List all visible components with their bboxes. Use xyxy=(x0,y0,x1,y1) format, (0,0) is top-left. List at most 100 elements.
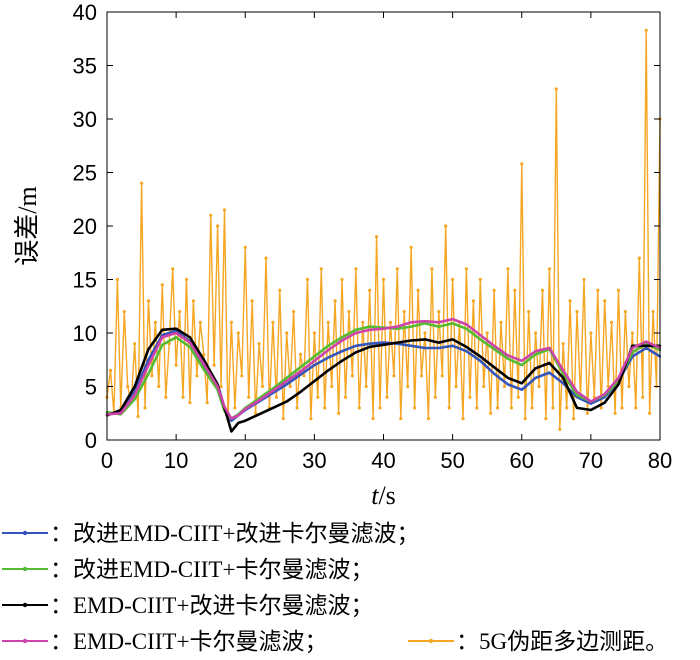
data-point xyxy=(281,417,285,421)
data-point xyxy=(119,412,123,415)
data-point xyxy=(589,408,593,412)
data-point xyxy=(419,374,424,378)
data-point xyxy=(299,370,302,373)
data-point xyxy=(299,373,302,376)
data-point xyxy=(222,208,227,212)
data-point xyxy=(451,322,454,325)
data-point xyxy=(465,327,468,330)
data-point xyxy=(492,344,496,347)
legend-marker xyxy=(22,530,28,536)
data-point xyxy=(641,395,645,399)
data-point xyxy=(506,376,510,380)
data-point xyxy=(278,288,282,292)
data-point xyxy=(378,406,382,410)
data-point xyxy=(243,245,247,249)
data-point xyxy=(161,333,164,337)
legend-entry-4: ：5G伪距多边测距。 xyxy=(408,629,668,654)
data-point xyxy=(133,393,136,397)
data-point xyxy=(482,384,486,389)
data-point xyxy=(385,395,389,399)
data-point xyxy=(285,379,288,383)
data-point xyxy=(171,267,175,271)
data-point xyxy=(617,383,620,386)
data-point xyxy=(651,310,655,314)
data-point xyxy=(327,344,330,347)
data-point xyxy=(150,374,154,378)
data-point xyxy=(589,400,593,403)
data-point xyxy=(617,376,620,380)
data-point xyxy=(337,411,341,415)
data-point xyxy=(382,327,385,330)
data-point xyxy=(506,354,510,357)
data-point xyxy=(330,384,334,389)
data-point xyxy=(202,362,205,366)
data-point xyxy=(423,320,427,323)
data-point xyxy=(274,395,278,399)
data-point xyxy=(502,384,507,389)
legend-label: ：改进EMD-CIIT+卡尔曼滤波； xyxy=(50,557,373,582)
data-point xyxy=(368,342,371,345)
data-point xyxy=(174,363,178,367)
y-tick-label: 0 xyxy=(85,428,97,453)
data-point xyxy=(558,427,562,431)
data-point xyxy=(147,372,150,375)
data-point xyxy=(375,235,379,239)
data-point xyxy=(637,256,641,260)
data-point xyxy=(133,342,137,346)
x-axis-variable: t xyxy=(371,481,379,510)
data-point xyxy=(534,331,538,335)
data-point xyxy=(645,344,648,347)
data-point xyxy=(631,346,634,350)
data-point xyxy=(499,320,503,324)
data-point xyxy=(364,384,368,389)
data-point xyxy=(492,288,496,292)
data-point xyxy=(147,347,150,351)
data-point xyxy=(479,338,482,341)
data-point xyxy=(410,339,413,342)
data-point xyxy=(143,406,147,410)
data-point xyxy=(230,417,233,420)
data-point xyxy=(188,341,192,344)
data-point xyxy=(396,327,399,330)
data-point xyxy=(562,382,565,385)
data-point xyxy=(423,322,427,325)
data-point xyxy=(410,321,413,324)
y-tick-label: 35 xyxy=(73,54,97,79)
data-point xyxy=(603,401,606,404)
data-point xyxy=(416,288,420,292)
data-point xyxy=(520,382,523,385)
data-point xyxy=(230,419,233,422)
data-point xyxy=(202,352,206,356)
data-point xyxy=(288,384,292,389)
series-line-4 xyxy=(106,29,661,430)
data-point xyxy=(140,181,144,185)
data-point xyxy=(540,288,545,292)
data-point xyxy=(516,395,520,399)
data-point xyxy=(350,374,354,378)
data-point xyxy=(309,417,313,421)
data-point xyxy=(191,299,195,303)
data-point xyxy=(313,379,316,383)
data-point xyxy=(250,299,254,303)
legend-entry-1: ：改进EMD-CIIT+卡尔曼滤波； xyxy=(2,557,373,582)
x-axis-unit: /s xyxy=(378,481,395,510)
data-point xyxy=(465,345,468,349)
data-point xyxy=(237,414,240,417)
data-point xyxy=(381,277,386,282)
y-tick-label: 5 xyxy=(85,375,97,400)
data-point xyxy=(354,328,358,331)
legend-marker xyxy=(22,602,28,608)
data-point xyxy=(506,267,510,271)
data-point xyxy=(548,371,551,374)
legend-entry-2: ：EMD-CIIT+改进卡尔曼滤波； xyxy=(2,593,373,618)
data-point xyxy=(257,413,261,416)
data-point xyxy=(147,358,150,361)
data-point xyxy=(160,283,164,287)
data-point xyxy=(523,417,527,421)
data-point xyxy=(520,359,523,362)
data-point xyxy=(312,331,316,335)
data-point xyxy=(562,369,565,372)
data-point xyxy=(285,376,288,380)
data-point xyxy=(236,331,240,335)
data-point xyxy=(340,336,344,339)
